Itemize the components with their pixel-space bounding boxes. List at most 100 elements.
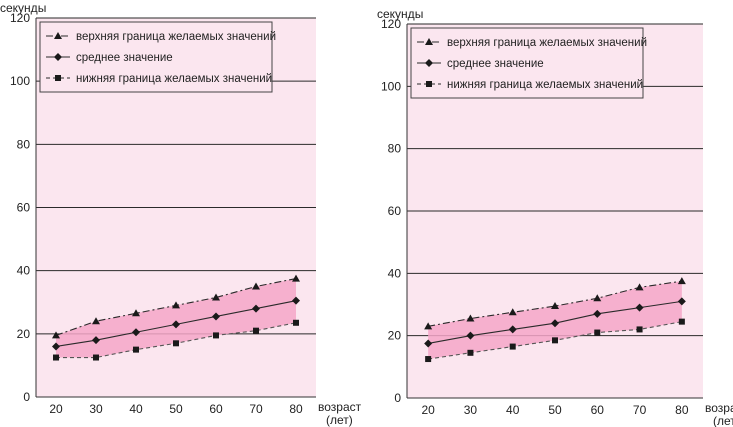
data-point (425, 356, 432, 363)
data-point (292, 274, 300, 282)
y-tick-label: 40 (17, 264, 31, 278)
x-tick-label: 40 (129, 402, 143, 416)
legend-marker (426, 81, 432, 87)
data-point (213, 332, 219, 339)
data-point (636, 326, 643, 333)
data-point (132, 328, 140, 337)
x-axis-title-line1: возраст (705, 401, 733, 415)
data-point (53, 354, 59, 361)
chart-1: 0 20 40 60 80 100 120 20 30 40 50 60 70 80 секунды возр… (0, 1, 362, 427)
data-point (172, 301, 180, 309)
data-point (551, 302, 559, 310)
legend: верхняя граница желаемых значений среднее… (39, 21, 276, 93)
y-tick-label: 20 (388, 329, 402, 343)
y-tick-label: 100 (10, 74, 30, 88)
y-tick-label: 20 (17, 327, 31, 341)
x-tick-label: 30 (464, 403, 478, 417)
data-point (424, 322, 433, 330)
data-point (635, 283, 644, 291)
chart-2: 0 20 40 60 80 100 120 20 30 40 50 60 70 80 секунды возр… (377, 7, 733, 427)
data-point (133, 346, 139, 353)
data-point (173, 340, 179, 347)
data-point (551, 319, 559, 328)
data-point (212, 312, 220, 321)
data-point (635, 303, 644, 312)
x-axis-title-line1: возраст (318, 400, 362, 414)
data-point (172, 320, 180, 329)
data-point (212, 293, 220, 301)
data-point (509, 343, 516, 350)
data-point (424, 339, 433, 348)
x-tick-label: 20 (49, 402, 63, 416)
legend-marker (54, 53, 62, 61)
x-axis-title-line2: (лет) (713, 414, 733, 427)
data-point (508, 325, 517, 334)
y-tick-label: 0 (23, 390, 30, 404)
y-tick-label: 120 (381, 17, 401, 31)
data-point (677, 277, 686, 285)
y-axis-title: секунды (377, 7, 423, 21)
x-tick-label: 70 (633, 403, 647, 417)
legend-label: нижняя граница желаемых значений (447, 79, 643, 91)
legend-marker (425, 59, 433, 67)
data-point (293, 319, 299, 326)
data-point (677, 297, 686, 306)
legend-label: среднее значение (76, 52, 173, 64)
series-3 (53, 319, 299, 361)
y-tick-label: 40 (388, 266, 402, 280)
legend: верхняя граница желаемых значений среднее… (410, 27, 647, 99)
data-point (252, 282, 260, 290)
y-tick-label: 60 (388, 204, 402, 218)
data-point (593, 294, 602, 302)
x-tick-label: 70 (249, 402, 263, 416)
y-tick-label: 60 (17, 201, 31, 215)
y-tick-label: 80 (388, 142, 402, 156)
legend-marker (425, 38, 433, 45)
series-2 (424, 297, 686, 348)
legend-label: верхняя граница желаемых значений (447, 37, 647, 49)
y-axis-title: секунды (0, 1, 46, 15)
y-tick-label: 80 (17, 137, 31, 151)
series-1 (424, 277, 686, 330)
y-tick-label: 100 (381, 79, 401, 93)
legend-marker (54, 32, 62, 39)
data-point (292, 296, 300, 305)
x-tick-label: 80 (675, 403, 689, 417)
legend-label: среднее значение (447, 58, 544, 70)
data-point (93, 354, 99, 361)
data-point (52, 331, 60, 339)
data-point (466, 314, 475, 322)
legend-marker (55, 75, 61, 81)
x-tick-label: 60 (209, 402, 223, 416)
x-tick-label: 20 (421, 403, 435, 417)
data-point (593, 309, 602, 318)
x-tick-label: 40 (506, 403, 520, 417)
legend-box (410, 27, 644, 99)
data-point (678, 318, 685, 325)
data-point (552, 337, 558, 344)
x-axis-title-line2: (лет) (326, 413, 353, 427)
legend-label: нижняя граница желаемых значений (76, 73, 272, 85)
series-3 (425, 318, 685, 363)
data-point (253, 327, 259, 334)
data-point (467, 349, 474, 356)
series-2 (52, 296, 300, 351)
x-tick-label: 60 (591, 403, 605, 417)
y-tick-label: 0 (394, 391, 401, 405)
x-tick-label: 50 (548, 403, 562, 417)
legend-label: верхняя граница желаемых значений (76, 31, 276, 43)
y-tick-label: 120 (10, 11, 30, 25)
data-point (132, 309, 140, 317)
data-point (52, 342, 60, 351)
data-point (252, 304, 260, 313)
series-1 (52, 274, 300, 339)
x-tick-label: 30 (89, 402, 103, 416)
data-point (466, 331, 475, 340)
data-point (594, 329, 601, 336)
x-tick-label: 50 (169, 402, 183, 416)
desired-range-band (56, 278, 296, 358)
legend-box (39, 21, 273, 93)
data-point (92, 336, 100, 345)
data-point (508, 308, 517, 316)
